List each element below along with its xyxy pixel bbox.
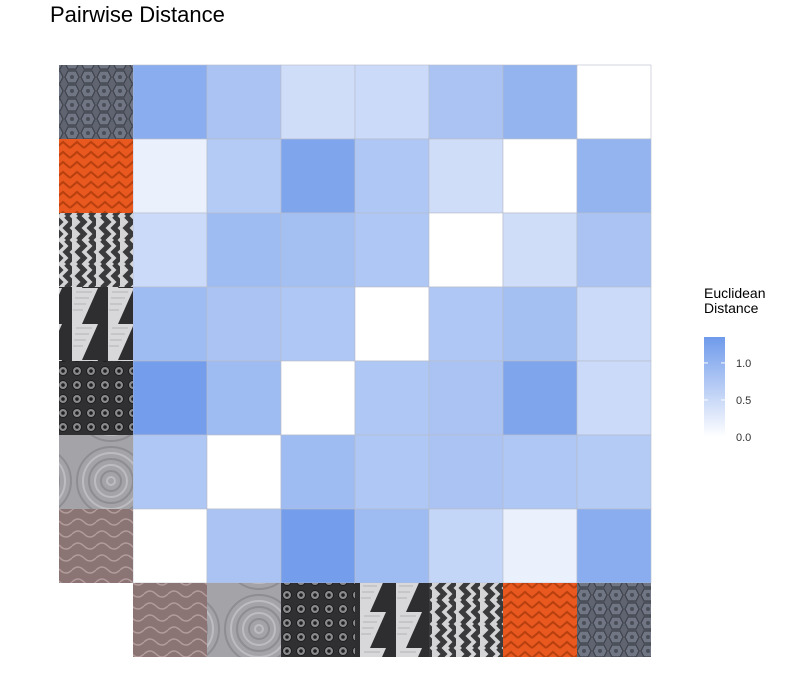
column-header-white-black-sole-image: [355, 583, 429, 657]
column-header-brown-wave-sole-image: [133, 583, 207, 657]
legend-title-line-2: Distance: [704, 300, 759, 316]
heatmap-cell: [206, 286, 282, 362]
legend-tick-label: 0.5: [736, 395, 751, 407]
heatmap-cell: [206, 138, 282, 214]
legend: 1.0 0.5 0.0: [704, 337, 751, 444]
heatmap-cell: [576, 138, 652, 214]
heatmap-cell: [280, 360, 356, 436]
heatmap-cell: [576, 508, 652, 584]
heatmap-cell: [132, 286, 208, 362]
heatmap-cell: [132, 360, 208, 436]
heatmap-cell: [502, 286, 578, 362]
row-header-wavy-black-sole-image: [59, 213, 133, 287]
row-header-brown-wave-sole-image: [59, 509, 133, 583]
heatmap-cell: [502, 360, 578, 436]
heatmap-cell: [206, 360, 282, 436]
legend-colorbar: [704, 337, 725, 437]
heatmap-cells: [132, 64, 652, 584]
heatmap-cell: [576, 212, 652, 288]
column-header-black-dots-sole-image: [281, 583, 355, 657]
column-header-grey-concentric-sole-image: [207, 583, 281, 657]
heatmap-cell: [206, 508, 282, 584]
heatmap-cell: [132, 64, 208, 140]
legend-title-line-1: Euclidean: [704, 285, 766, 301]
heatmap-cell: [354, 434, 430, 510]
heatmap-cell: [132, 138, 208, 214]
heatmap-cell: [428, 360, 504, 436]
heatmap-cell: [502, 138, 578, 214]
legend-tick-label: 1.0: [736, 358, 751, 370]
heatmap-cell: [428, 138, 504, 214]
heatmap-cell: [280, 434, 356, 510]
heatmap-cell: [354, 508, 430, 584]
heatmap-cell: [280, 212, 356, 288]
heatmap-cell: [280, 286, 356, 362]
heatmap-cell: [576, 360, 652, 436]
column-header-orange-chevron-sole-image: [503, 583, 577, 657]
row-header-grey-hex-sole-image: [59, 65, 133, 139]
heatmap-cell: [502, 508, 578, 584]
heatmap-cell: [502, 64, 578, 140]
column-header-wavy-black-sole-image: [429, 583, 503, 657]
heatmap-cell: [502, 434, 578, 510]
heatmap-cell: [132, 508, 208, 584]
heatmap-cell: [428, 508, 504, 584]
column-header-grey-hex-sole-image: [577, 583, 651, 657]
heatmap-cell: [428, 286, 504, 362]
heatmap-cell: [354, 138, 430, 214]
heatmap-cell: [354, 360, 430, 436]
column-header-images: [133, 583, 651, 657]
heatmap-cell: [132, 434, 208, 510]
chart-title: Pairwise Distance: [50, 2, 225, 27]
row-header-white-black-sole-image: [59, 287, 133, 361]
row-header-images: [59, 65, 133, 583]
heatmap-cell: [206, 212, 282, 288]
heatmap-cell: [428, 434, 504, 510]
heatmap-cell: [206, 434, 282, 510]
heatmap-cell: [280, 138, 356, 214]
heatmap-cell: [132, 212, 208, 288]
row-header-orange-chevron-sole-image: [59, 139, 133, 213]
heatmap-cell: [206, 64, 282, 140]
heatmap-cell: [428, 212, 504, 288]
row-header-black-dots-sole-image: [59, 361, 133, 435]
legend-tick-label: 0.0: [736, 432, 751, 444]
heatmap-cell: [280, 64, 356, 140]
heatmap-cell: [354, 286, 430, 362]
heatmap-cell: [280, 508, 356, 584]
row-header-grey-concentric-sole-image: [59, 435, 133, 509]
heatmap-cell: [576, 64, 652, 140]
heatmap-cell: [576, 434, 652, 510]
heatmap-cell: [576, 286, 652, 362]
heatmap-cell: [354, 64, 430, 140]
heatmap-cell: [354, 212, 430, 288]
heatmap-cell: [502, 212, 578, 288]
legend-title: Euclidean Distance: [704, 286, 766, 316]
heatmap-cell: [428, 64, 504, 140]
